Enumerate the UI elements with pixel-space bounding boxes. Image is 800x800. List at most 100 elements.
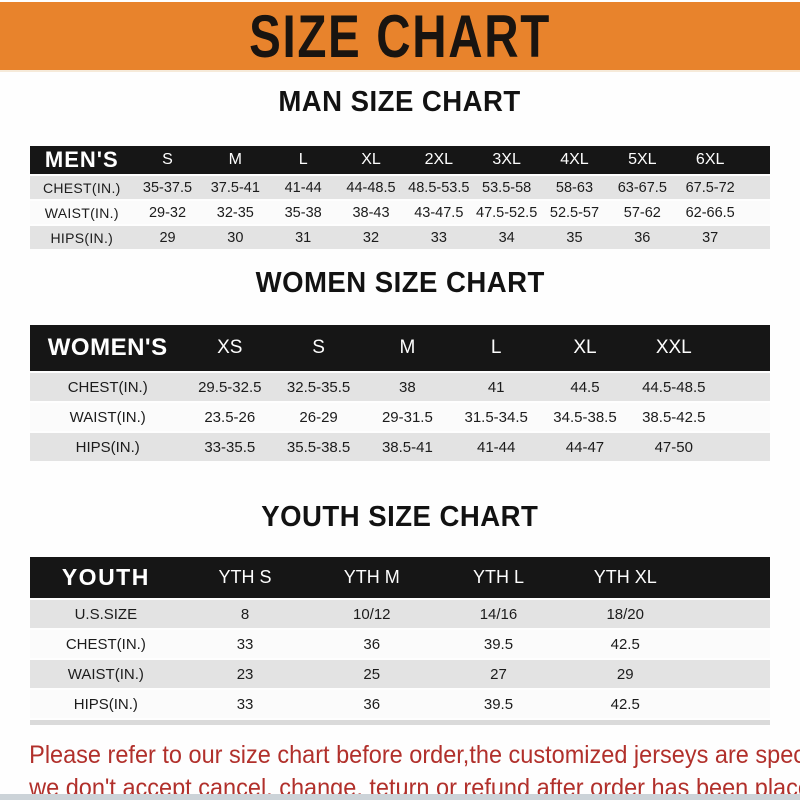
youth-section-title: YOUTH SIZE CHART [0, 501, 800, 535]
spacer-cell [744, 176, 770, 199]
measurement-value: 27 [435, 660, 562, 688]
men-measurement-row: CHEST(IN.) 35-37.5 37.5-41 41-44 44-48.5 48.5… [30, 176, 770, 199]
spacer-cell [718, 433, 770, 461]
measurement-value: 34.5-38.5 [540, 403, 630, 431]
measurement-value: 8 [181, 600, 309, 628]
spacer-cell [688, 690, 770, 718]
measurement-value: 30 [201, 226, 270, 249]
women-size-column-header: L [451, 325, 541, 371]
measurement-value: 33 [404, 226, 473, 249]
measurement-value: 38.5-41 [362, 433, 452, 461]
men-size-column-header: 2XL [404, 146, 473, 174]
measurement-value: 41-44 [269, 176, 338, 199]
measurement-value: 32 [337, 226, 405, 249]
men-size-column-header: 6XL [676, 146, 745, 174]
youth-section-title-text: YOUTH SIZE CHART [261, 501, 539, 533]
measurement-value: 34 [472, 226, 541, 249]
men-size-column-header: M [201, 146, 270, 174]
youth-measurement-row: U.S.SIZE 8 10/12 14/16 18/20 [30, 600, 770, 628]
spacer-cell [688, 630, 770, 658]
youth-size-column-header: YTH L [435, 557, 562, 598]
women-size-column-header: M [362, 325, 452, 371]
men-group-label: MEN'S [30, 146, 134, 174]
men-section-title-text: MAN SIZE CHART [278, 86, 522, 118]
measurement-value: 35-37.5 [133, 176, 202, 199]
measurement-value: 62-66.5 [676, 201, 745, 224]
spacer-cell [718, 403, 770, 431]
measurement-value: 33 [181, 630, 309, 658]
spacer-cell [744, 146, 770, 174]
measurement-value: 47.5-52.5 [472, 201, 541, 224]
measurement-value: 32.5-35.5 [274, 373, 363, 401]
measurement-label: CHEST(IN.) [30, 373, 186, 401]
men-size-column-header: XL [337, 146, 405, 174]
measurement-label: U.S.SIZE [30, 600, 182, 628]
measurement-value: 36 [308, 630, 436, 658]
measurement-value: 67.5-72 [676, 176, 745, 199]
banner: SIZE CHART [0, 2, 800, 72]
measurement-value: 33-35.5 [185, 433, 275, 461]
spacer-cell [718, 373, 770, 401]
measurement-value: 35 [540, 226, 609, 249]
measurement-value: 37.5-41 [201, 176, 270, 199]
women-size-column-header: XXL [629, 325, 719, 371]
measurement-value: 39.5 [435, 690, 562, 718]
footer-note: Please refer to our size chart before or… [0, 739, 800, 800]
measurement-value: 39.5 [435, 630, 562, 658]
measurement-value: 10/12 [308, 600, 436, 628]
measurement-value: 26-29 [274, 403, 363, 431]
measurement-label: HIPS(IN.) [30, 433, 186, 461]
men-measurement-row: HIPS(IN.) 29 30 31 32 33 34 35 36 37 [30, 226, 770, 249]
banner-title: SIZE CHART [249, 2, 551, 70]
spacer-cell [688, 600, 770, 628]
youth-measurement-row: HIPS(IN.) 33 36 39.5 42.5 [30, 690, 770, 718]
youth-measurement-row: CHEST(IN.) 33 36 39.5 42.5 [30, 630, 770, 658]
youth-size-column-header: YTH XL [561, 557, 689, 598]
measurement-value: 29-32 [133, 201, 202, 224]
youth-size-column-header: YTH M [308, 557, 436, 598]
women-measurement-row: CHEST(IN.) 29.5-32.5 32.5-35.5 38 41 44.5 44.5… [30, 373, 770, 401]
measurement-value: 41 [451, 373, 541, 401]
spacer-cell [718, 325, 770, 371]
measurement-value: 57-62 [608, 201, 677, 224]
measurement-value: 44-48.5 [337, 176, 405, 199]
measurement-value: 25 [308, 660, 436, 688]
youth-measurement-row: WAIST(IN.) 23 25 27 29 [30, 660, 770, 688]
measurement-value: 23.5-26 [185, 403, 275, 431]
measurement-label: CHEST(IN.) [30, 630, 182, 658]
men-size-column-header: S [133, 146, 202, 174]
men-section-title: MAN SIZE CHART [0, 86, 800, 120]
men-measurement-row: WAIST(IN.) 29-32 32-35 35-38 38-43 43-47.5 47.… [30, 201, 770, 224]
spacer-cell [744, 226, 770, 249]
measurement-value: 52.5-57 [540, 201, 609, 224]
youth-header-row: YOUTH YTH S YTH M YTH L YTH XL [30, 557, 770, 598]
measurement-value: 33 [181, 690, 309, 718]
spacer-cell [744, 201, 770, 224]
measurement-value: 43-47.5 [404, 201, 473, 224]
measurement-value: 58-63 [540, 176, 609, 199]
measurement-value: 38.5-42.5 [629, 403, 719, 431]
men-size-table: MEN'S S M L XL 2XL 3XL 4XL 5XL 6XL CHEST(IN.) 35-37… [30, 144, 770, 251]
measurement-value: 36 [308, 690, 436, 718]
measurement-value: 23 [181, 660, 309, 688]
women-size-column-header: XS [185, 325, 275, 371]
measurement-value: 44.5 [540, 373, 630, 401]
measurement-value: 38 [362, 373, 452, 401]
women-section-title: WOMEN SIZE CHART [0, 267, 800, 301]
measurement-label: HIPS(IN.) [30, 226, 134, 249]
men-size-column-header: L [269, 146, 338, 174]
women-section-title-text: WOMEN SIZE CHART [255, 267, 545, 299]
measurement-value: 31.5-34.5 [451, 403, 541, 431]
measurement-value: 29-31.5 [362, 403, 452, 431]
men-size-column-header: 4XL [540, 146, 609, 174]
measurement-label: WAIST(IN.) [30, 403, 186, 431]
measurement-value: 63-67.5 [608, 176, 677, 199]
measurement-value: 44.5-48.5 [629, 373, 719, 401]
measurement-value: 29 [133, 226, 202, 249]
women-group-label: WOMEN'S [30, 325, 186, 371]
youth-size-table: YOUTH YTH S YTH M YTH L YTH XL U.S.SIZE 8 10/12… [30, 555, 770, 725]
men-size-column-header: 3XL [472, 146, 541, 174]
youth-group-label: YOUTH [30, 557, 182, 598]
measurement-value: 31 [269, 226, 338, 249]
